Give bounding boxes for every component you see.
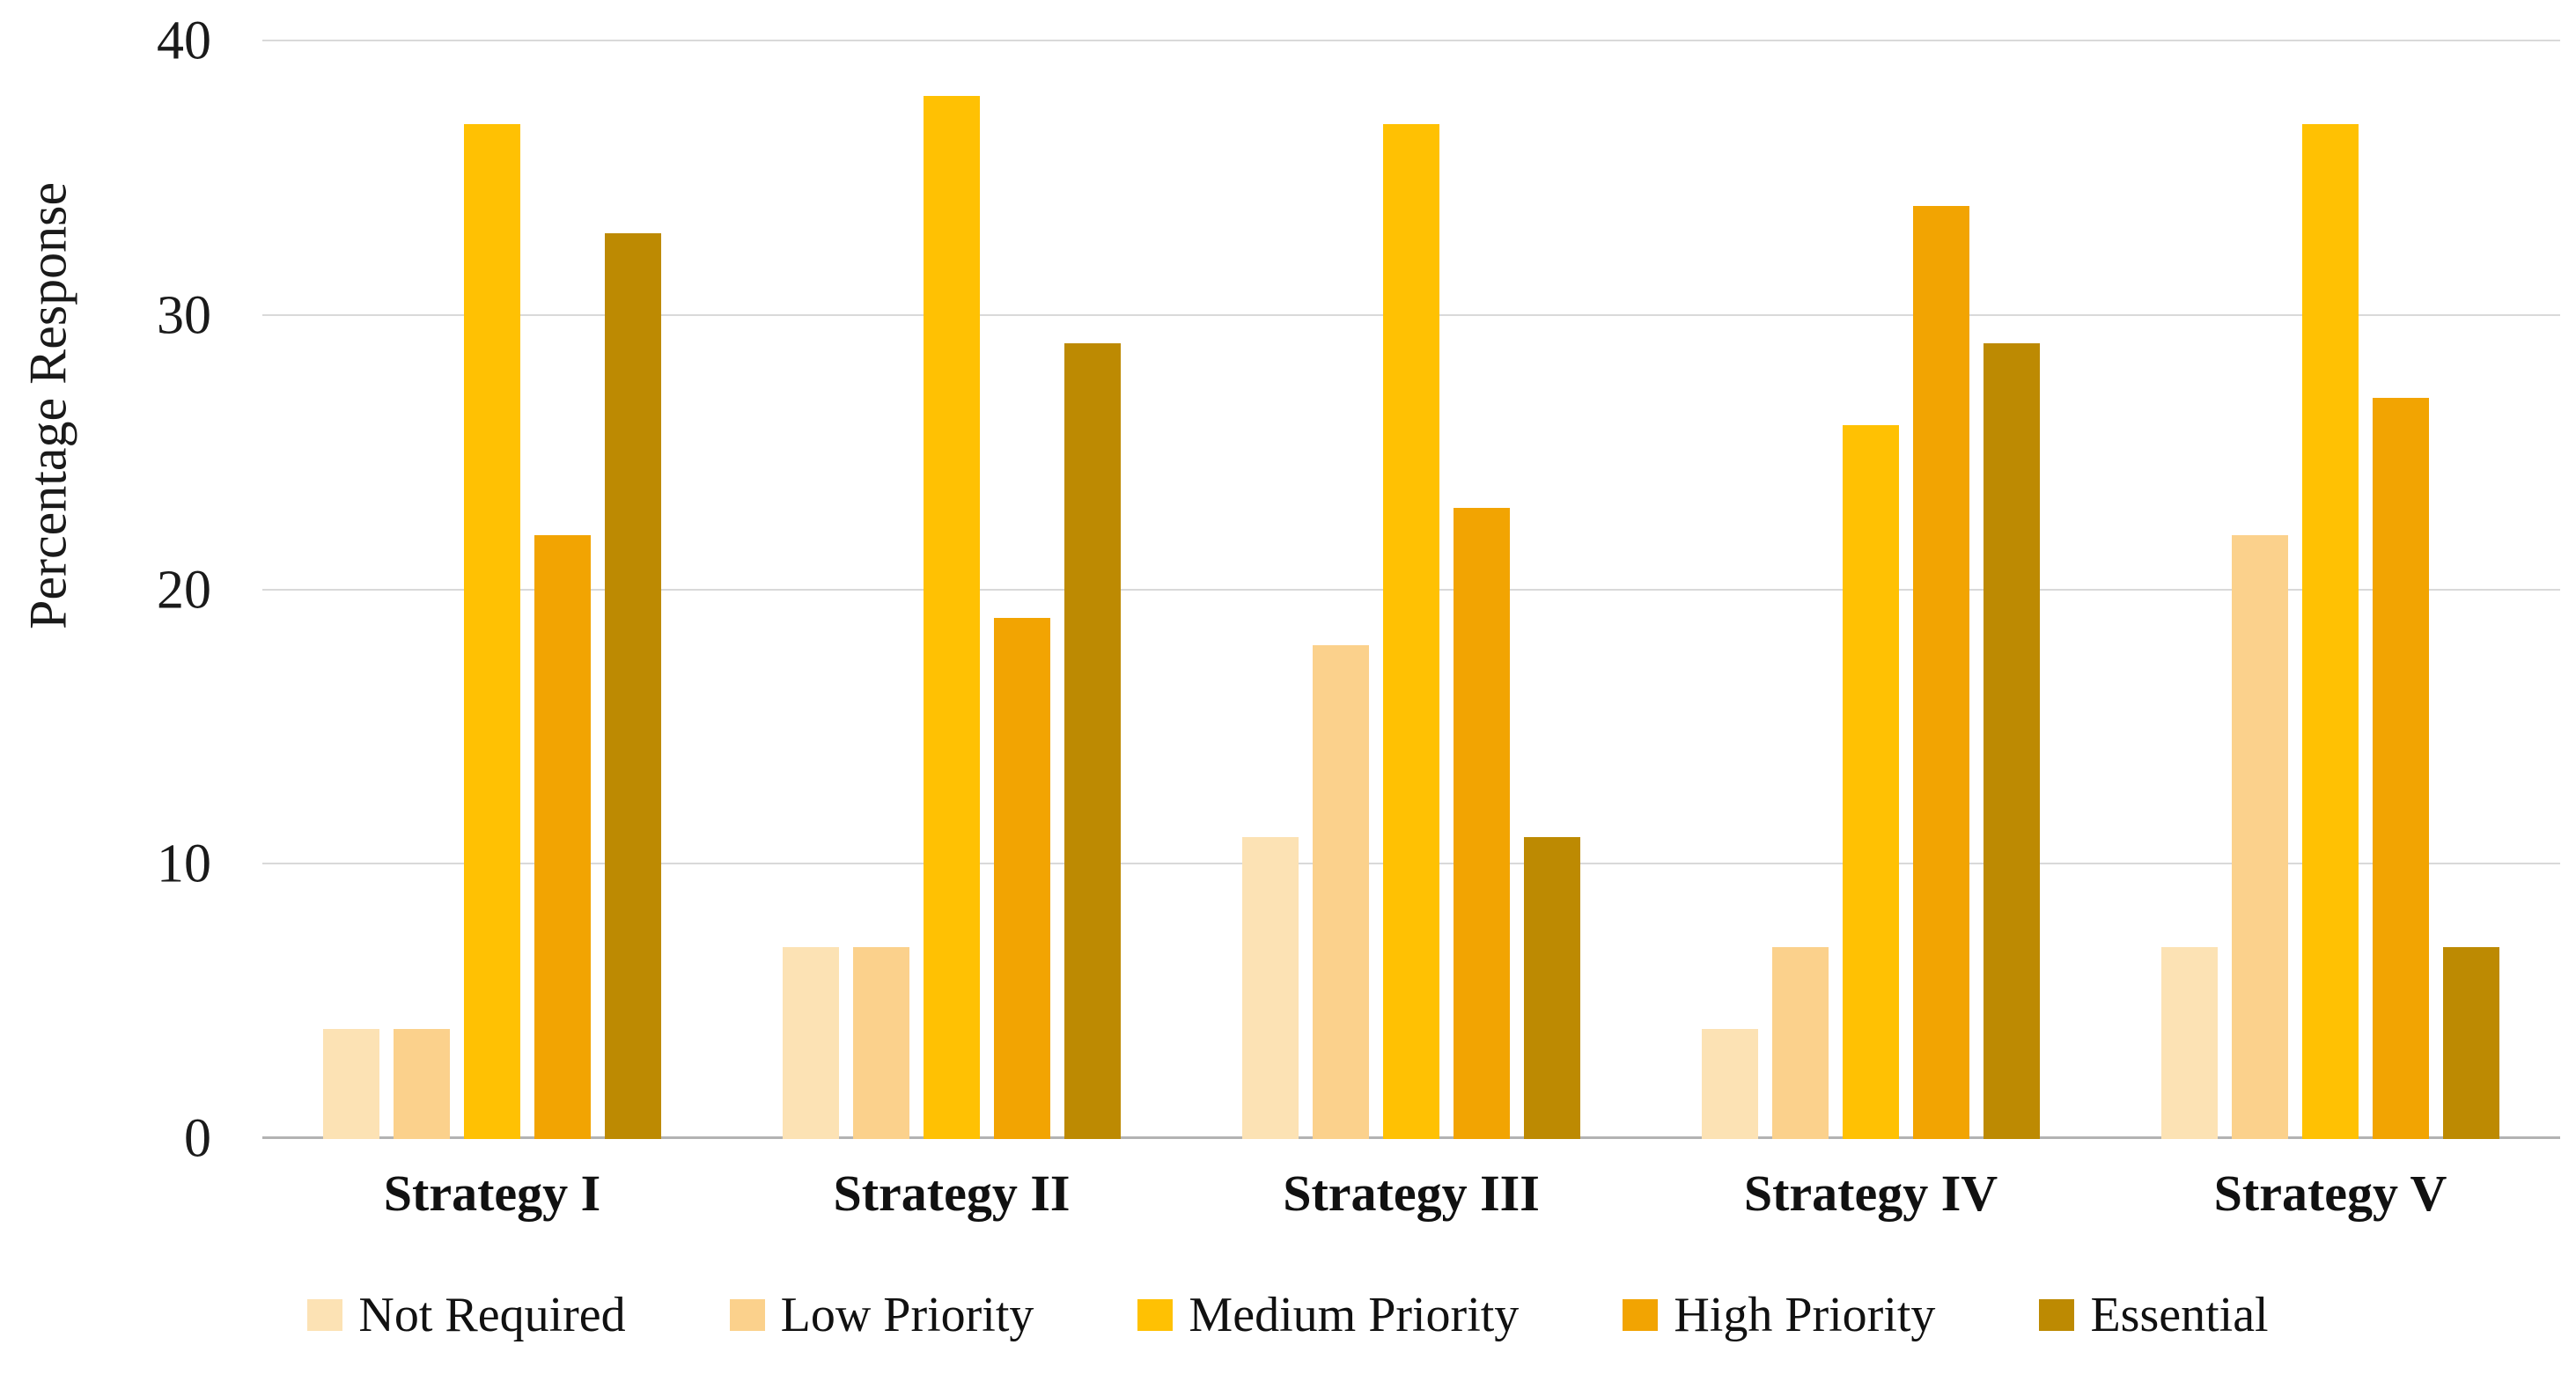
bar xyxy=(1772,946,1829,1139)
bar xyxy=(1913,206,1969,1139)
bar xyxy=(1064,342,1121,1139)
category-label: Strategy I xyxy=(383,1165,601,1222)
legend-swatch-icon xyxy=(307,1299,343,1331)
legend: Not Required Low Priority Medium Priority H… xyxy=(0,1287,2576,1343)
y-tick-label: 40 xyxy=(157,11,211,71)
bar xyxy=(1984,342,2040,1139)
bar xyxy=(2302,123,2359,1139)
bar xyxy=(464,123,520,1139)
bar xyxy=(1313,644,1369,1139)
gridline xyxy=(262,40,2560,41)
bar xyxy=(853,946,909,1139)
legend-item: High Priority xyxy=(1623,1287,1935,1343)
bar xyxy=(323,1029,379,1139)
bar-group xyxy=(1641,41,2101,1139)
bar xyxy=(1702,1029,1758,1139)
legend-swatch-icon xyxy=(1137,1299,1174,1331)
legend-label: Low Priority xyxy=(780,1288,1034,1342)
bar xyxy=(605,233,661,1139)
bar-group xyxy=(722,41,1181,1139)
legend-item: Essential xyxy=(2039,1287,2269,1343)
legend-swatch-icon xyxy=(2039,1299,2075,1331)
bar-group xyxy=(262,41,722,1139)
legend-label: Essential xyxy=(2090,1288,2269,1342)
bar xyxy=(394,1029,450,1139)
bar xyxy=(994,617,1050,1139)
bar xyxy=(1383,123,1439,1139)
plot-area xyxy=(262,40,2560,1139)
y-tick-label: 20 xyxy=(157,560,211,620)
legend-label: Not Required xyxy=(358,1288,626,1342)
bar xyxy=(534,535,591,1139)
bar xyxy=(1454,507,1510,1139)
legend-item: Medium Priority xyxy=(1137,1287,1519,1343)
x-axis-category-labels: Strategy I Strategy II Strategy III Strateg… xyxy=(262,1164,2560,1223)
y-tick-label: 0 xyxy=(184,1108,211,1169)
bar xyxy=(2161,946,2218,1139)
legend-label: Medium Priority xyxy=(1189,1288,1520,1342)
bar-group xyxy=(2101,41,2560,1139)
bar-groups xyxy=(262,41,2560,1139)
category-label: Strategy III xyxy=(1283,1165,1540,1222)
category-label: Strategy IV xyxy=(1743,1165,1998,1222)
y-tick-label: 10 xyxy=(157,834,211,894)
bar xyxy=(2232,535,2288,1139)
legend-swatch-icon xyxy=(729,1299,765,1331)
bar xyxy=(1242,837,1299,1139)
legend-item: Not Required xyxy=(307,1287,626,1343)
y-axis-tick-labels: 0 10 20 30 40 xyxy=(0,11,229,1169)
bar xyxy=(1843,425,1899,1139)
y-tick-label: 30 xyxy=(157,285,211,346)
category-label: Strategy II xyxy=(833,1165,1071,1222)
bar xyxy=(2373,398,2429,1139)
bar xyxy=(783,946,839,1139)
bar xyxy=(2443,946,2499,1139)
legend-swatch-icon xyxy=(1623,1299,1659,1331)
bar-group xyxy=(1181,41,1641,1139)
bar xyxy=(924,96,980,1139)
category-label: Strategy V xyxy=(2213,1165,2447,1222)
legend-label: High Priority xyxy=(1674,1288,1936,1342)
legend-item: Low Priority xyxy=(729,1287,1034,1343)
bar xyxy=(1524,837,1580,1139)
